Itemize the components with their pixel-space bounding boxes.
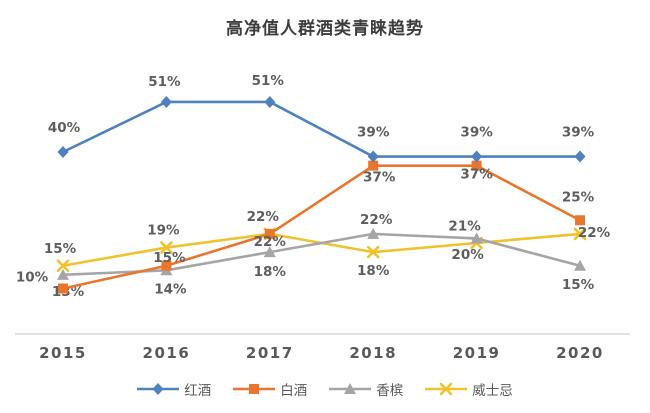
series-红酒: 40% 51% 51% 39% 39% 39% xyxy=(48,73,595,163)
data-label-香槟-2016: 14% xyxy=(154,281,187,297)
marker-白酒-2018 xyxy=(368,160,379,171)
data-label-威士忌-2019: 20% xyxy=(451,247,484,263)
data-label-香槟-2020: 15% xyxy=(562,277,595,293)
marker-香槟-2018 xyxy=(367,227,380,239)
data-label-白酒-2017: 22% xyxy=(254,234,287,250)
data-label-红酒-2016: 51% xyxy=(148,74,181,90)
data-label-红酒-2020: 39% xyxy=(562,125,595,141)
marker-威士忌-2015 xyxy=(56,259,70,273)
triangle-legend-icon xyxy=(329,383,372,394)
data-label-白酒-2018: 37% xyxy=(363,170,396,186)
marker-香槟-2015 xyxy=(57,268,69,280)
line-香槟 xyxy=(62,232,581,277)
line-红酒 xyxy=(62,100,580,158)
x-tick-2015: 2015 xyxy=(39,344,87,362)
diamond-marker-icon xyxy=(152,383,164,395)
marker-白酒-2017 xyxy=(264,228,275,239)
marker-香槟-2017 xyxy=(263,246,276,258)
legend-label-香槟: 香槟 xyxy=(376,383,404,399)
marker-红酒-2020 xyxy=(574,150,586,163)
data-label-香槟-2018: 22% xyxy=(360,212,393,228)
marker-白酒-2019 xyxy=(471,160,482,171)
data-label-香槟-2017: 18% xyxy=(254,264,287,280)
x-tick-2016: 2016 xyxy=(143,344,191,362)
series-威士忌: 15% 19% 22% 18% 20% 22% xyxy=(44,209,611,279)
marker-威士忌-2020 xyxy=(573,227,587,241)
diamond-legend-icon xyxy=(137,383,180,395)
x-tick-2020: 2020 xyxy=(556,344,604,362)
marker-红酒-2016 xyxy=(160,95,172,108)
chart-title: 高净值人群酒类青睐趋势 xyxy=(226,19,424,39)
marker-红酒-2017 xyxy=(264,95,276,108)
marker-白酒-2015 xyxy=(58,283,68,294)
data-label-香槟-2019: 21% xyxy=(448,218,481,234)
data-label-红酒-2017: 51% xyxy=(252,73,285,89)
x-tick-2019: 2019 xyxy=(453,344,501,362)
data-label-威士忌-2015: 15% xyxy=(44,241,77,257)
square-marker-icon xyxy=(249,384,260,394)
data-label-白酒-2015: 10% xyxy=(16,270,49,286)
legend-label-白酒: 白酒 xyxy=(280,383,308,399)
marker-香槟-2020 xyxy=(574,259,586,271)
marker-白酒-2016 xyxy=(161,260,172,271)
line-白酒 xyxy=(62,164,581,290)
legend-item-威士忌: 威士忌 xyxy=(425,379,513,399)
x-tick-2017: 2017 xyxy=(246,344,294,362)
series-香槟: 13%14%18%22%21%15% xyxy=(52,212,595,300)
data-label-威士忌-2020: 22% xyxy=(578,225,611,241)
series-白酒: 10% 15% 22% 37% 37% 25% xyxy=(16,160,595,294)
legend-label-威士忌: 威士忌 xyxy=(472,383,513,399)
line-威士忌 xyxy=(62,232,581,268)
legend: 红酒 白酒 香槟 威士忌 xyxy=(0,379,650,399)
data-label-白酒-2016: 15% xyxy=(153,250,186,266)
marker-威士忌-2018 xyxy=(366,245,380,259)
marker-红酒-2019 xyxy=(471,150,483,163)
data-label-威士忌-2016: 19% xyxy=(147,223,180,239)
x-tick-2018: 2018 xyxy=(349,344,397,362)
marker-香槟-2019 xyxy=(470,232,483,244)
legend-item-红酒: 红酒 xyxy=(137,379,211,399)
marker-红酒-2015 xyxy=(57,146,69,158)
data-label-白酒-2019: 37% xyxy=(460,167,493,183)
data-label-红酒-2018: 39% xyxy=(357,125,390,141)
square-legend-icon xyxy=(233,384,276,394)
data-label-白酒-2020: 25% xyxy=(562,189,595,205)
marker-红酒-2018 xyxy=(367,150,379,163)
x-marker-icon xyxy=(439,382,453,396)
legend-item-白酒: 白酒 xyxy=(233,379,307,399)
triangle-marker-icon xyxy=(344,383,357,394)
data-label-红酒-2015: 40% xyxy=(48,120,81,136)
data-label-红酒-2019: 39% xyxy=(460,125,493,141)
marker-威士忌-2016 xyxy=(160,241,173,254)
data-label-威士忌-2017: 22% xyxy=(247,209,280,225)
data-label-威士忌-2018: 18% xyxy=(357,263,390,279)
legend-label-红酒: 红酒 xyxy=(184,383,212,399)
x-legend-icon xyxy=(425,382,468,396)
marker-白酒-2020 xyxy=(575,215,585,226)
legend-item-香槟: 香槟 xyxy=(329,379,403,399)
